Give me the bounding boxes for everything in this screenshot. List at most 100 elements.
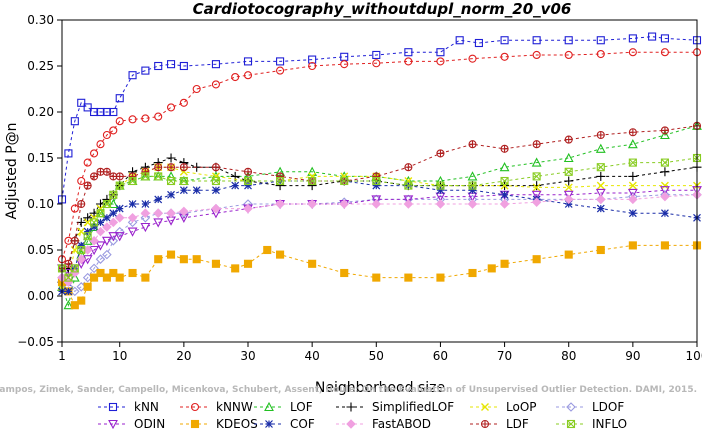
data-point-ldf [70, 236, 79, 245]
x-tick-label: 1 [58, 349, 66, 363]
data-point-ldf [64, 259, 73, 268]
data-point-inflo [154, 172, 163, 181]
series-knnw [57, 48, 702, 264]
data-point-ldf [564, 135, 573, 144]
data-point-loop [596, 181, 605, 190]
data-point-knnw [115, 117, 124, 126]
data-point-ldf [77, 199, 86, 209]
data-point-cof [96, 218, 105, 227]
data-point-knn [660, 34, 669, 43]
data-point-loop [628, 181, 637, 190]
data-point-knn [141, 66, 150, 75]
data-point-knnw [211, 80, 220, 89]
data-point-inflo [102, 199, 111, 209]
data-point-inflo [372, 176, 381, 186]
data-point-odin [127, 227, 138, 237]
data-point-knn [276, 57, 285, 66]
data-point-lof [69, 272, 80, 282]
data-point-fastabod [114, 213, 125, 223]
data-point-fastabod [140, 208, 151, 218]
data-point-kdeos [628, 241, 637, 250]
legend-item-loop: LoOP [470, 400, 537, 414]
data-point-simplifiedlof [83, 213, 93, 223]
x-tick-label: 80 [561, 349, 576, 363]
data-point-knn [90, 107, 99, 117]
data-point-fastabod [211, 203, 221, 214]
data-point-knnw [109, 126, 118, 135]
data-point-loop [77, 227, 86, 236]
data-point-ldf [404, 163, 413, 172]
data-point-kdeos [83, 282, 92, 291]
data-point-cof [109, 209, 118, 218]
data-point-inflo [77, 245, 86, 255]
legend-item-lof: LOF [254, 400, 313, 414]
data-point-lof [307, 166, 318, 176]
data-point-knn [154, 61, 163, 71]
data-point-kdeos [276, 250, 285, 259]
y-tick-label: 0.05 [27, 243, 54, 257]
data-point-knn [596, 36, 605, 45]
axes: 1 10 20 30 40 50 60 70 80 90 100 −0.05 0.00 0.05 0.10 0… [17, 13, 702, 363]
series-line-knnw [61, 51, 697, 260]
legend-marker [346, 419, 356, 429]
data-point-inflo [596, 163, 605, 172]
data-point-knn [404, 48, 413, 57]
data-point-cof [192, 186, 201, 195]
data-point-kdeos [70, 301, 79, 310]
data-point-odin [660, 186, 670, 196]
data-point-knn [532, 36, 541, 45]
data-point-knnw [96, 140, 105, 149]
data-point-odin [114, 232, 125, 242]
legend-label-cof: COF [290, 417, 315, 431]
data-point-knn [70, 117, 79, 126]
data-point-loop [660, 181, 669, 190]
data-point-lof [627, 139, 638, 149]
data-point-simplifiedlof [532, 181, 542, 191]
legend-marker [190, 419, 200, 429]
legend-label-knn: kNN [134, 400, 159, 414]
data-point-fastabod [660, 191, 670, 202]
data-point-ldof [140, 213, 151, 223]
data-point-knnw [102, 130, 111, 140]
legend-item-kdeos: KDEOS [180, 417, 258, 431]
data-point-kdeos [564, 250, 573, 259]
data-point-inflo [141, 172, 150, 181]
data-point-knnw [192, 84, 201, 94]
data-point-odin [403, 195, 414, 205]
data-point-inflo [532, 172, 541, 181]
data-point-knnw [500, 52, 509, 61]
data-point-kdeos [109, 268, 118, 278]
data-point-inflo [243, 176, 253, 186]
data-point-knnw [596, 49, 605, 59]
data-point-cof [154, 195, 163, 204]
data-point-odin [153, 218, 164, 228]
data-point-simplifiedlof [596, 171, 606, 181]
data-point-kdeos [115, 273, 124, 282]
data-point-knn [628, 34, 637, 43]
data-point-odin [595, 188, 606, 199]
data-point-ldf [372, 172, 381, 181]
data-point-inflo [90, 218, 99, 227]
data-point-knn [109, 107, 118, 117]
data-point-odin [627, 188, 638, 199]
data-point-knnw [166, 103, 176, 112]
legend-item-simplifiedlof: SimplifiedLOF [336, 400, 454, 414]
data-point-odin [95, 241, 106, 251]
data-point-loop [532, 183, 541, 192]
series-ldf [57, 121, 702, 273]
data-point-cof [90, 223, 98, 231]
data-point-cof [179, 186, 188, 195]
data-point-knnw [660, 48, 669, 57]
watermark: Campos, Zimek, Sander, Campello, Micenko… [0, 385, 697, 395]
data-point-knn [96, 107, 105, 117]
data-point-ldof [102, 249, 112, 260]
data-point-knnw [141, 114, 150, 123]
data-point-knnw [628, 48, 637, 57]
data-point-inflo [628, 158, 637, 167]
data-point-inflo [404, 181, 413, 190]
data-point-knnw [179, 98, 188, 107]
data-point-inflo [109, 190, 118, 199]
y-tick-label: 0.20 [27, 105, 54, 119]
y-tick-label: 0.25 [27, 59, 54, 73]
data-point-ldf [90, 172, 99, 181]
